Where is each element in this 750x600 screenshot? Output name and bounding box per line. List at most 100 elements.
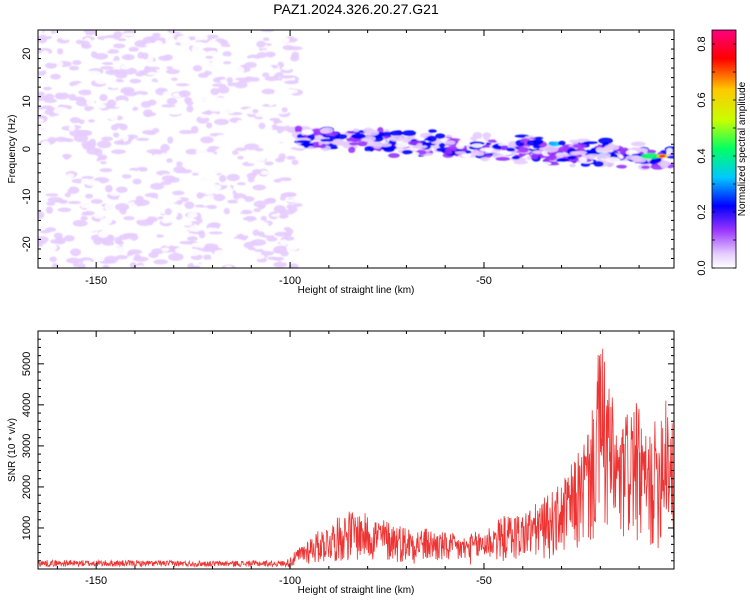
heatmap-cell [666, 155, 674, 159]
heatmap-cell [230, 260, 246, 264]
heatmap-cell [38, 261, 44, 267]
heatmap-cell [47, 196, 63, 203]
heatmap-cell [178, 129, 194, 135]
heatmap-cell [223, 151, 234, 157]
heatmap-cell [556, 172, 563, 178]
heatmap-cell [407, 159, 414, 167]
heatmap-cell [610, 177, 622, 185]
heatmap-cell [216, 134, 230, 140]
heatmap-cell [52, 115, 65, 120]
heatmap-cell [161, 104, 176, 108]
heatmap-cell [160, 181, 172, 186]
heatmap-cell [90, 198, 103, 205]
heatmap-cell [244, 61, 257, 69]
heatmap-cell [109, 80, 120, 89]
snr-y-label: SNR (10 * v/v) [7, 418, 18, 482]
heatmap-cell [111, 149, 126, 155]
heatmap-cell [186, 105, 194, 113]
heatmap-cell [244, 143, 260, 151]
heatmap-cell [194, 60, 204, 67]
heatmap-cell [436, 160, 447, 166]
heatmap-cell [631, 141, 646, 147]
heatmap-cell [398, 169, 410, 177]
heatmap-cell [314, 156, 329, 162]
heatmap-cell [235, 219, 249, 226]
heatmap-cell [100, 66, 114, 70]
heatmap-cell [530, 153, 539, 160]
heatmap-cell [166, 97, 178, 105]
heatmap-cell [518, 124, 527, 131]
heatmap-cell [176, 161, 183, 167]
heatmap-cell [58, 166, 70, 171]
heatmap-cell [135, 265, 146, 268]
heatmap-cell [274, 231, 289, 237]
heatmap-cell [113, 140, 125, 145]
figure-title: PAZ1.2024.326.20.27.G21 [273, 1, 439, 17]
heatmap-cell [81, 176, 94, 180]
heatmap-cell [517, 146, 529, 153]
snr-y-tick-label: 4000 [21, 393, 33, 417]
heatmap-cell [146, 71, 158, 76]
heatmap-cell [391, 123, 400, 130]
heatmap-cell [443, 118, 455, 123]
heatmap-cell [103, 37, 115, 41]
spectrogram-x-tick-label: -150 [85, 275, 107, 287]
heatmap-cell [598, 152, 611, 160]
heatmap-cell [265, 98, 274, 103]
heatmap-cell [114, 175, 125, 179]
heatmap-cell [232, 150, 239, 156]
heatmap-cell [501, 140, 510, 144]
heatmap-cell [164, 208, 172, 216]
heatmap-cell [365, 129, 380, 136]
heatmap-cell [90, 87, 99, 96]
heatmap-cell [40, 50, 49, 57]
heatmap-cell [362, 117, 371, 125]
spectrogram-heatmap [38, 30, 674, 268]
heatmap-cell [169, 111, 182, 115]
heatmap-cell [517, 169, 533, 178]
heatmap-cell [242, 217, 255, 221]
heatmap-cell [253, 254, 265, 260]
heatmap-cell [210, 112, 218, 118]
heatmap-cell [426, 135, 437, 142]
heatmap-cell [114, 246, 130, 253]
heatmap-cell [45, 193, 59, 197]
heatmap-cell [565, 120, 574, 126]
heatmap-cell [132, 178, 142, 185]
heatmap-cell [556, 153, 572, 157]
heatmap-cell [39, 230, 51, 234]
heatmap-cell [178, 90, 191, 98]
heatmap-cell [206, 66, 217, 72]
heatmap-cell [353, 171, 362, 176]
heatmap-cell [232, 58, 241, 64]
heatmap-cell [443, 175, 452, 181]
heatmap-cell [292, 220, 302, 227]
heatmap-cell [67, 112, 79, 119]
heatmap-cell [124, 170, 138, 175]
heatmap-cell [173, 63, 186, 69]
heatmap-cell [191, 96, 203, 104]
heatmap-cell [191, 265, 201, 268]
heatmap-cell [128, 154, 142, 161]
heatmap-cell [116, 115, 123, 121]
heatmap-cell [218, 180, 231, 186]
heatmap-cell [533, 150, 541, 154]
heatmap-cell [319, 144, 327, 149]
heatmap-cell [172, 141, 184, 147]
heatmap-cell [641, 165, 650, 169]
heatmap-cell [196, 192, 204, 199]
heatmap-cell [662, 138, 674, 147]
heatmap-cell [213, 233, 222, 241]
heatmap-cell [476, 180, 487, 186]
heatmap-cell [237, 197, 246, 204]
heatmap-cell [666, 147, 673, 154]
heatmap-cell [160, 98, 168, 105]
heatmap-cell [63, 235, 75, 242]
heatmap-cell [102, 264, 110, 268]
heatmap-cell [500, 124, 513, 129]
heatmap-cell [50, 73, 62, 80]
heatmap-cell [70, 248, 82, 257]
heatmap-cell [418, 157, 428, 164]
heatmap-cell [435, 169, 449, 176]
heatmap-cell [344, 110, 355, 117]
